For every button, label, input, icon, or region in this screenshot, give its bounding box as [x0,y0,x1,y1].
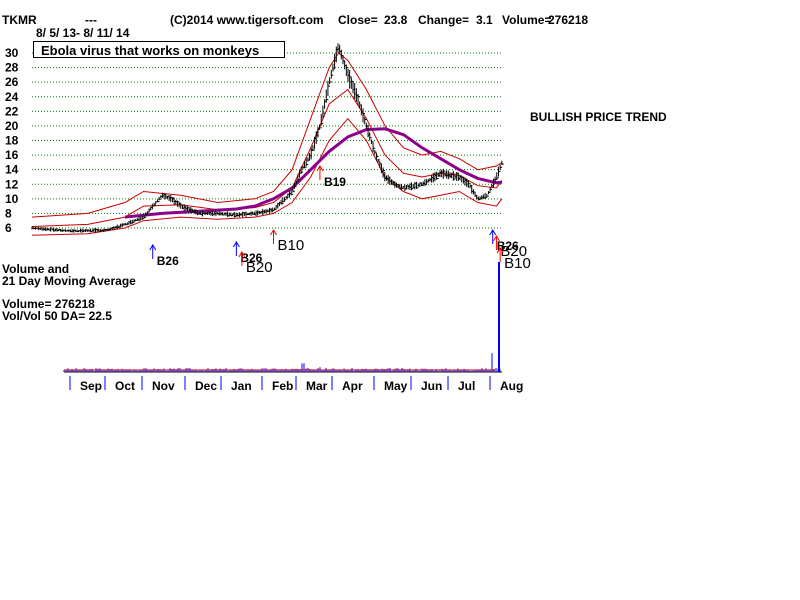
month-label: Sep [80,379,102,393]
lower-band-line [31,117,503,236]
signal-arrow-head [149,244,157,251]
signal-label: B26 [497,239,519,253]
ticker-symbol: TKMR [2,13,37,27]
month-label: Feb [272,379,293,393]
volume-value: 276218 [548,13,589,27]
y-tick-label: 20 [5,119,19,133]
volume-bars [63,262,502,373]
month-label: Jul [458,379,475,393]
signal-arrow-head [489,229,497,236]
close-label: Close= [338,13,378,27]
y-tick-label: 26 [5,75,19,89]
month-label: Apr [342,379,363,393]
signal-label: B26 [240,251,262,265]
signal-arrow-head [270,229,277,236]
close-value: 23.8 [384,13,408,27]
signal-label: B10 [504,255,531,272]
month-label: Jan [231,379,252,393]
volume-value-line: Volume= 276218 [2,297,95,311]
vol50-line: Vol/Vol 50 DA= 22.5 [2,309,112,323]
upper-band-line [31,52,503,218]
header-dashes: --- [85,13,97,27]
y-tick-label: 16 [5,148,19,162]
change-value: 3.1 [476,13,493,27]
month-label: Jun [421,379,442,393]
y-tick-label: 30 [5,46,19,60]
y-tick-label: 12 [5,177,19,191]
signal-label: B26 [157,254,179,268]
y-tick-label: 28 [5,61,19,75]
month-label: Aug [500,379,523,393]
y-tick-label: 8 [5,206,12,220]
month-label: Oct [115,379,135,393]
annotation-box: Ebola virus that works on monkeys [33,41,285,58]
signal-label: B10 [278,237,305,254]
signal-label: B20 [500,243,527,260]
volume-title-line1: Volume and [2,262,70,276]
month-axis: Sep Oct Nov Dec Jan Feb Mar Apr May Jun Jul Aug [69,376,523,393]
moving-average-line [124,127,503,219]
signal-arrow-head [496,247,504,254]
moving-average [124,127,503,219]
signal-label: B20 [246,259,273,276]
signal-arrow-head [492,235,500,242]
y-tick-label: 10 [5,192,19,206]
copyright-text: (C)2014 www.tigersoft.com [170,13,324,27]
signal-label: B19 [324,175,346,189]
volume-label: Volume= [502,13,552,27]
price-bands [31,52,503,236]
y-tick-label: 18 [5,134,19,148]
month-label: Nov [152,379,175,393]
date-range: 8/ 5/ 13- 8/ 11/ 14 [36,26,130,40]
price-bars [31,43,504,233]
month-label: Mar [306,379,328,393]
signal-arrow-head [238,251,246,258]
inner-band-line [31,88,503,227]
signal-arrow-head [232,241,240,248]
trend-label: BULLISH PRICE TREND [530,110,667,124]
change-label: Change= [418,13,470,27]
y-tick-label: 6 [5,221,12,235]
month-label: Dec [195,379,217,393]
y-tick-label: 22 [5,104,19,118]
month-label: May [384,379,408,393]
signal-arrow-head [316,165,324,172]
volume-title-line2: 21 Day Moving Average [2,274,136,288]
y-tick-label: 24 [5,90,19,104]
y-tick-label: 14 [5,163,19,177]
